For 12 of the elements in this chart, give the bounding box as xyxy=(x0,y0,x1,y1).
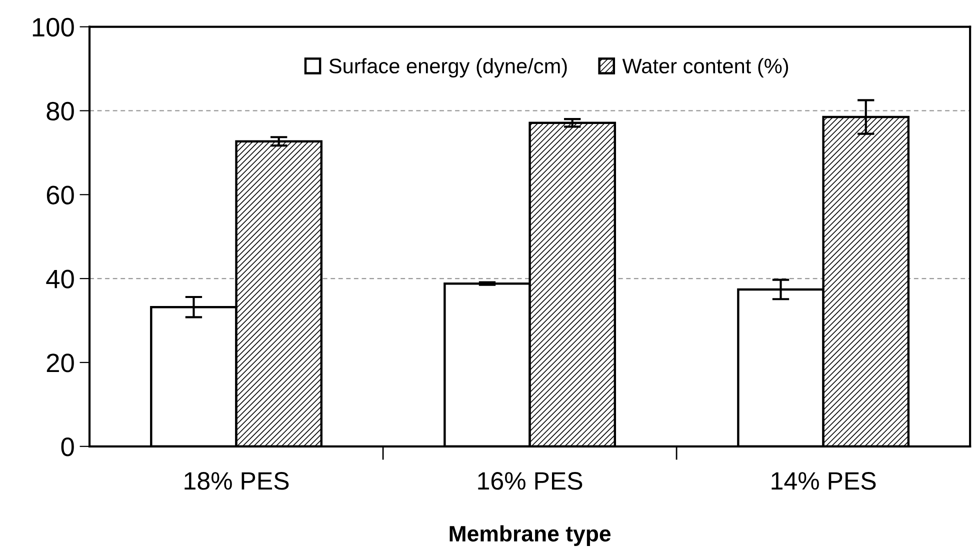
legend-label: Water content (%) xyxy=(622,58,788,78)
y-tick-label: 100 xyxy=(32,18,74,37)
y-tick-label: 80 xyxy=(46,102,74,121)
legend-label: Surface energy (dyne/cm) xyxy=(329,58,567,78)
y-tick-label: 40 xyxy=(46,270,74,288)
x-tick-label: 14% PES xyxy=(772,472,876,490)
x-axis-title: Membrane type xyxy=(450,525,611,546)
y-tick-label: 20 xyxy=(46,354,74,372)
y-tick-label: 0 xyxy=(61,438,74,456)
x-tick-label: 16% PES xyxy=(478,472,582,490)
x-tick-label: 18% PES xyxy=(184,472,289,490)
y-tick-label: 60 xyxy=(46,186,74,204)
